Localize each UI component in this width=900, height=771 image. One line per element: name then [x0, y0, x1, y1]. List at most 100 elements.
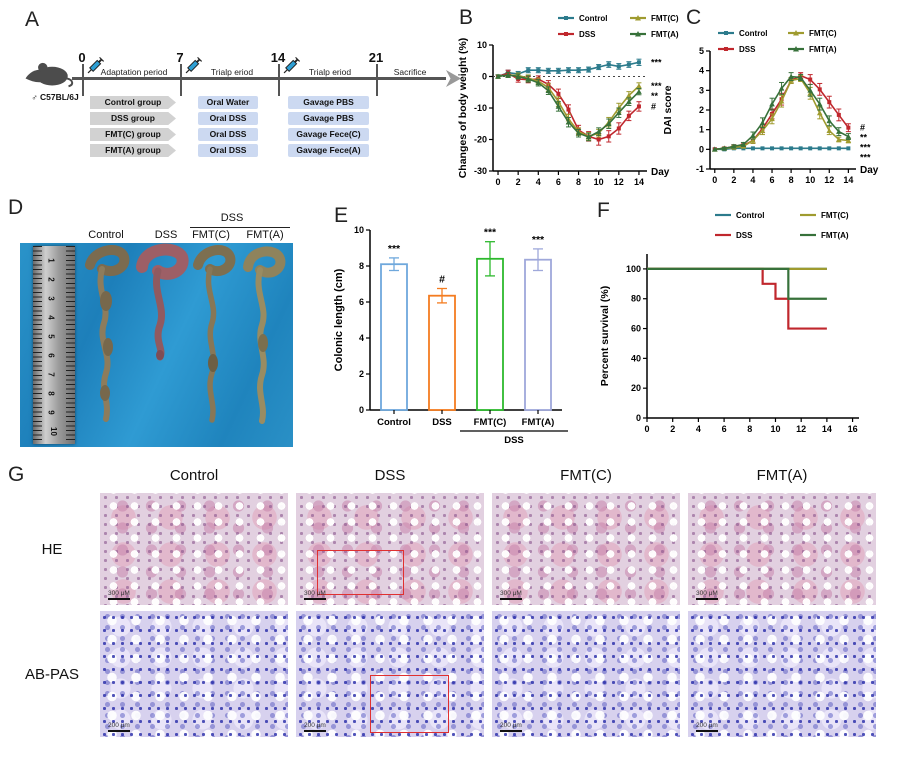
svg-text:#: #	[651, 101, 656, 111]
svg-text:0: 0	[699, 144, 704, 154]
svg-text:FMT(C): FMT(C)	[651, 14, 679, 23]
colon-label-control: Control	[88, 229, 124, 241]
colon-specimen-control	[85, 245, 130, 422]
timeline-day-7: 7	[176, 50, 184, 65]
svg-text:6: 6	[556, 177, 561, 187]
scale-bar: 300 μM	[304, 590, 326, 600]
group-row: FMT(A) group Oral DSS Gavage Fece(A)	[10, 144, 452, 157]
timeline-tick-day0	[82, 64, 84, 96]
svg-text:14: 14	[634, 177, 644, 187]
svg-text:#: #	[860, 123, 865, 133]
panel-g-label: G	[8, 463, 25, 486]
svg-text:0: 0	[482, 72, 487, 82]
group-row: DSS group Oral DSS Gavage PBS	[10, 112, 452, 125]
timeline-day-21: 21	[368, 50, 384, 65]
panel-e-label: E	[334, 204, 349, 227]
svg-text:80: 80	[631, 294, 641, 304]
svg-text:8: 8	[359, 261, 364, 271]
scale-bar: 200 μm	[500, 722, 522, 732]
timeline-tick-day14	[278, 64, 280, 96]
timeline-tick-day7	[180, 64, 182, 96]
abpas-image-control: 200 μm	[100, 611, 288, 737]
phase3-treatment: Gavage PBS	[288, 112, 369, 125]
svg-text:0: 0	[496, 177, 501, 187]
ruler: 1 2 3 4 5 6 7 8 9 10	[33, 246, 75, 444]
svg-text:10: 10	[477, 40, 487, 50]
body-weight-chart: -30 -20 -10 0 10 0 2 4 6 8 10 12 14 Day Changes of bod…	[455, 5, 697, 193]
panel-d-label: D	[8, 196, 24, 219]
svg-text:0: 0	[712, 175, 717, 185]
panel-a: A ♂ C57BL/6J 0 7 14 21 Adaptation period…	[10, 8, 461, 188]
svg-text:***: ***	[860, 153, 871, 163]
svg-text:10: 10	[354, 225, 364, 235]
row-label-he: HE	[41, 541, 63, 558]
svg-text:12: 12	[796, 424, 806, 434]
dss-group-overline-label: DSS	[220, 212, 244, 224]
svg-text:***: ***	[532, 234, 545, 246]
svg-text:***: ***	[484, 227, 497, 239]
ruler-ticks	[33, 246, 42, 444]
highlight-box	[317, 550, 404, 595]
timeline-day-0: 0	[78, 50, 86, 65]
svg-text:***: ***	[388, 243, 401, 255]
svg-text:8: 8	[747, 424, 752, 434]
phase3-treatment: Gavage Fece(C)	[288, 128, 369, 141]
panel-f-label: F	[597, 199, 610, 222]
svg-text:***: ***	[651, 57, 662, 67]
svg-text:4: 4	[750, 175, 755, 185]
svg-text:0: 0	[359, 405, 364, 415]
svg-text:-10: -10	[474, 103, 487, 113]
group-name: FMT(A) group	[90, 144, 176, 157]
segment-sacrifice: Sacrifice	[393, 67, 427, 77]
highlight-box	[370, 675, 449, 733]
svg-text:Percent survival (%): Percent survival (%)	[599, 286, 611, 386]
ruler-ticks	[66, 246, 75, 444]
svg-text:4: 4	[699, 66, 704, 76]
svg-text:-30: -30	[474, 166, 487, 176]
svg-text:Control: Control	[377, 417, 411, 428]
svg-text:20: 20	[631, 383, 641, 393]
colon-label-fmt-c: FMT(C)	[192, 229, 230, 241]
svg-text:10: 10	[770, 424, 780, 434]
scale-bar: 300 μM	[696, 590, 718, 600]
syringe-icon	[283, 56, 301, 74]
svg-text:2: 2	[516, 177, 521, 187]
scale-bar: 300 μM	[108, 590, 130, 600]
svg-text:***: ***	[651, 81, 662, 91]
survival-chart: 0 20 40 60 80 100 0 2 4 6 8 10 12 14 16 Percent surviva…	[597, 198, 887, 448]
svg-text:DAI score: DAI score	[662, 85, 674, 134]
svg-text:-20: -20	[474, 135, 487, 145]
colon-specimens	[85, 243, 286, 424]
dai-score-chart: -1 0 1 2 3 4 5 0 2 4 6 8 10 12 14 Day DAI score # ** *** ***…	[660, 5, 900, 193]
he-image-fmt-c: 300 μM	[492, 493, 680, 605]
svg-text:6: 6	[770, 175, 775, 185]
svg-text:4: 4	[696, 424, 701, 434]
svg-text:1: 1	[699, 125, 704, 135]
abpas-image-dss: 200 μm	[296, 611, 484, 737]
svg-text:Control: Control	[739, 29, 767, 38]
mouse-strain-label: ♂ C57BL/6J	[31, 92, 79, 102]
phase3-treatment: Gavage PBS	[288, 96, 369, 109]
scale-bar: 200 μm	[108, 722, 130, 732]
svg-text:FMT(A): FMT(A)	[651, 30, 679, 39]
svg-text:0: 0	[644, 424, 649, 434]
svg-text:#: #	[439, 274, 445, 286]
timeline-tick-day21	[376, 64, 378, 96]
panel-g: G Control DSS FMT(C) FMT(A) HE AB-PAS 30…	[8, 463, 900, 763]
svg-text:12: 12	[614, 177, 624, 187]
svg-text:Control: Control	[736, 211, 764, 220]
svg-text:14: 14	[843, 175, 853, 185]
segment-trial-2: Trialp eriod	[308, 67, 352, 77]
group-name: DSS group	[90, 112, 176, 125]
panel-b-label: B	[459, 6, 474, 29]
svg-text:DSS: DSS	[739, 45, 756, 54]
svg-text:2: 2	[731, 175, 736, 185]
group-row: Control group Oral Water Gavage PBS	[10, 96, 452, 109]
scale-bar: 300 μM	[500, 590, 522, 600]
group-row: FMT(C) group Oral DSS Gavage Fece(C)	[10, 128, 452, 141]
svg-text:10: 10	[594, 177, 604, 187]
svg-text:2: 2	[359, 369, 364, 379]
group-name: Control group	[90, 96, 176, 109]
svg-text:FMT(A): FMT(A)	[809, 45, 837, 54]
